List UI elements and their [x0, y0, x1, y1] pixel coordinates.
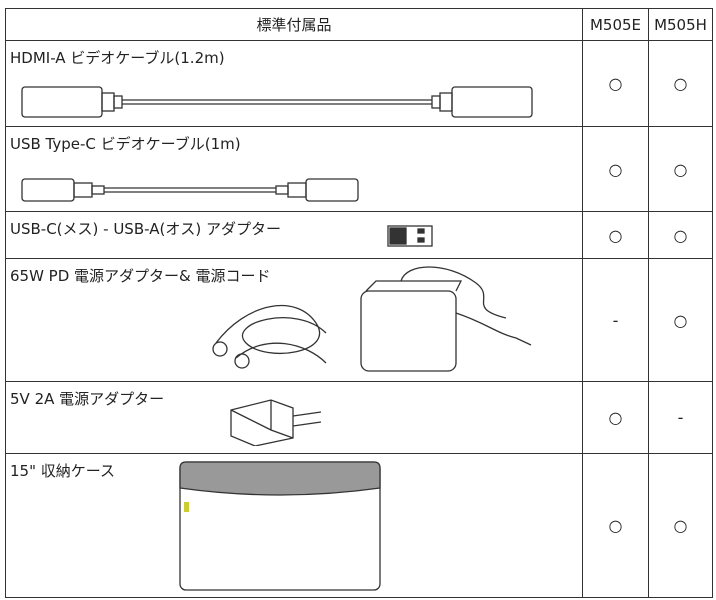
- item-label: 15" 収納ケース: [10, 462, 116, 480]
- header-cell: M505E: [582, 8, 649, 41]
- item-cell: 5V 2A 電源アダプター: [5, 381, 583, 454]
- item-cell: 65W PD 電源アダプター& 電源コード: [5, 258, 583, 382]
- item-label: HDMI-A ビデオケーブル(1.2m): [10, 49, 225, 67]
- header-cell: 標準付属品: [5, 8, 583, 41]
- header-cell: M505H: [648, 8, 713, 41]
- mark-cell: ○: [582, 126, 649, 212]
- mark-cell: ○: [582, 381, 649, 454]
- row: USB-C(メス) - USB-A(オス) アダプター ○ ○: [5, 211, 713, 259]
- item-label: 5V 2A 電源アダプター: [10, 390, 165, 408]
- header-row: 標準付属品 M505E M505H: [5, 8, 713, 41]
- item-label: USB-C(メス) - USB-A(オス) アダプター: [10, 220, 281, 238]
- mark-cell: ○: [582, 211, 649, 259]
- row: USB Type-C ビデオケーブル(1m) ○ ○: [5, 126, 713, 212]
- item-cell: USB-C(メス) - USB-A(オス) アダプター: [5, 211, 583, 259]
- row: 65W PD 電源アダプター& 電源コード - ○: [5, 258, 713, 382]
- item-cell: HDMI-A ビデオケーブル(1.2m): [5, 40, 583, 127]
- row: HDMI-A ビデオケーブル(1.2m) ○ ○: [5, 40, 713, 127]
- item-cell: 15" 収納ケース: [5, 453, 583, 598]
- mark-cell: ○: [648, 211, 713, 259]
- row: 15" 収納ケース ○ ○: [5, 453, 713, 598]
- mark-cell: ○: [648, 453, 713, 598]
- item-label: 65W PD 電源アダプター& 電源コード: [10, 267, 271, 285]
- mark-cell: ○: [648, 126, 713, 212]
- mark-cell: -: [648, 381, 713, 454]
- mark-cell: ○: [582, 453, 649, 598]
- usb-charger-illustration: [230, 399, 322, 446]
- item-label: USB Type-C ビデオケーブル(1m): [10, 135, 241, 153]
- hdmi-cable-illustration: [21, 86, 533, 118]
- accessory-table: 標準付属品 M505E M505H HDMI-A ビデオケーブル(1.2m) ○…: [5, 8, 713, 598]
- mark-cell: -: [582, 258, 649, 382]
- sleeve-case-illustration: [179, 461, 381, 591]
- power-adapter-illustration: [212, 266, 532, 372]
- mark-cell: ○: [582, 40, 649, 127]
- row: 5V 2A 電源アダプター ○ -: [5, 381, 713, 454]
- mark-cell: ○: [648, 40, 713, 127]
- usbc-cable-illustration: [21, 178, 359, 202]
- mark-cell: ○: [648, 258, 713, 382]
- adapter-illustration: [387, 225, 433, 247]
- item-cell: USB Type-C ビデオケーブル(1m): [5, 126, 583, 212]
